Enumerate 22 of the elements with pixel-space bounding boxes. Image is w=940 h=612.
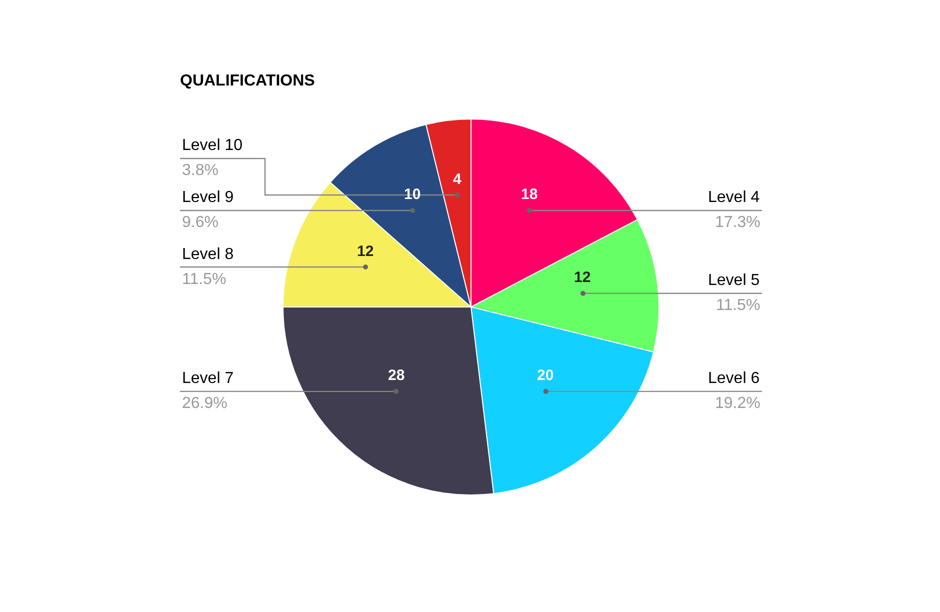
data-label: 10 <box>404 186 421 203</box>
data-label: 18 <box>521 186 538 203</box>
text: 19.2% <box>715 395 760 412</box>
text: 26.9% <box>182 395 228 412</box>
data-label: 4 <box>453 171 462 188</box>
slice-label: Level 9 <box>182 189 234 206</box>
data-label: 12 <box>357 243 374 260</box>
text: 11.5% <box>182 271 226 288</box>
text: 3.8% <box>182 162 218 179</box>
slice-label: Level 10 <box>182 137 243 154</box>
chart-title: QUALIFICATIONS <box>180 72 316 90</box>
slice-label: Level 5 <box>708 272 760 289</box>
slice-label: Level 4 <box>708 189 760 206</box>
text: 11.5% <box>716 297 760 314</box>
text: 9.6% <box>182 214 218 231</box>
text: 17.3% <box>715 214 760 231</box>
data-label: 20 <box>537 367 554 384</box>
data-label: 12 <box>574 269 591 286</box>
slice-label: Level 7 <box>182 370 234 387</box>
slice-label: Level 6 <box>708 370 760 387</box>
slice-label: Level 8 <box>182 246 234 263</box>
data-label: 28 <box>388 367 405 384</box>
